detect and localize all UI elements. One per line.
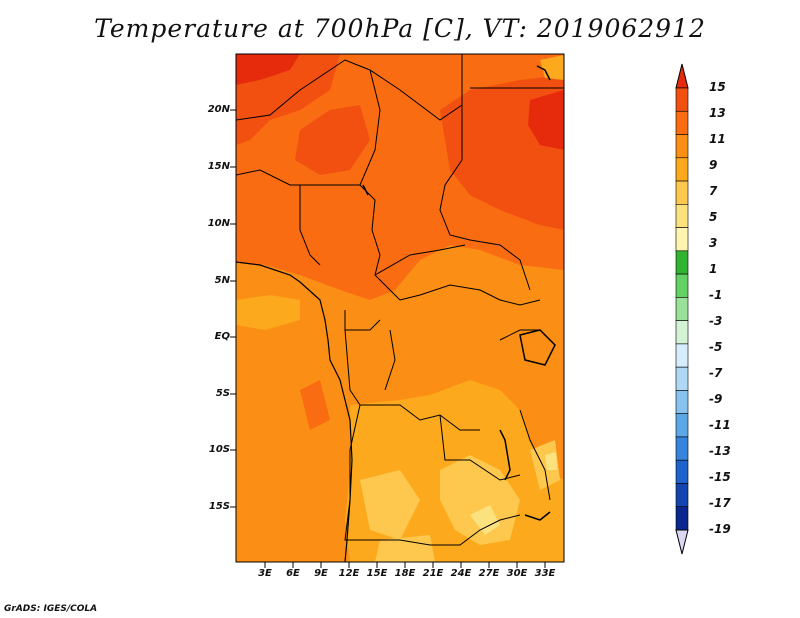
- colorbar-label: 3: [709, 236, 718, 250]
- colorbar-label: 1: [709, 262, 718, 276]
- colorbar-label: -17: [709, 496, 731, 510]
- lat-label-5s: 5S: [215, 388, 230, 399]
- temperature-field: [236, 54, 564, 562]
- colorbar-swatch: [675, 110, 689, 135]
- colorbar-label: -13: [709, 444, 731, 458]
- colorbar-label: 15: [709, 80, 726, 94]
- colorbar-label: 11: [709, 132, 726, 146]
- lon-label-3e: 3E: [258, 568, 272, 579]
- colorbar-label: 5: [709, 210, 718, 224]
- colorbar-label: -7: [709, 366, 723, 380]
- colorbar-swatch: [675, 157, 689, 182]
- colorbar-swatch: [675, 180, 689, 205]
- lon-label-33e: 33E: [534, 568, 556, 579]
- lat-label-10n: 10N: [207, 218, 230, 229]
- lat-label-15n: 15N: [207, 161, 230, 172]
- lon-label-27e: 27E: [478, 568, 500, 579]
- colorbar-swatch: [675, 297, 689, 321]
- colorbar-label: -15: [709, 470, 731, 484]
- colorbar-label: -11: [709, 418, 731, 432]
- lon-label-24e: 24E: [450, 568, 472, 579]
- colorbar-label: -19: [709, 522, 731, 536]
- axis-ticks: [230, 109, 546, 568]
- lat-label-20n: 20N: [207, 104, 230, 115]
- colorbar-label: 7: [709, 184, 718, 198]
- lakes: [362, 65, 556, 521]
- grads-credit: GrADS: IGES/COLA: [4, 604, 98, 614]
- colorbar: [675, 63, 689, 555]
- lat-label-10s: 10S: [208, 444, 230, 455]
- colorbar-swatch: [675, 436, 689, 461]
- map-title: Temperature at 700hPa [C], VT: 201906291…: [94, 14, 706, 43]
- colorbar-swatch: [675, 250, 689, 275]
- colorbar-swatch: [675, 204, 689, 228]
- lat-label-eq: EQ: [214, 331, 230, 342]
- map-frame: [235, 53, 565, 563]
- colorbar-swatch: [675, 413, 689, 438]
- colorbar-label: -5: [709, 340, 723, 354]
- lon-label-15e: 15E: [366, 568, 388, 579]
- colorbar-swatch: [675, 506, 689, 531]
- colorbar-label: 13: [709, 106, 726, 120]
- colorbar-swatch: [675, 87, 689, 112]
- colorbar-swatch: [675, 134, 689, 159]
- lat-label-15s: 15S: [208, 501, 230, 512]
- lon-label-18e: 18E: [394, 568, 416, 579]
- colorbar-swatch: [675, 366, 689, 391]
- colorbar-label: -1: [709, 288, 723, 302]
- colorbar-swatch: [675, 343, 689, 368]
- colorbar-label: 9: [709, 158, 718, 172]
- country-borders: [236, 54, 564, 546]
- colorbar-label: -3: [709, 314, 723, 328]
- lon-label-12e: 12E: [338, 568, 360, 579]
- colorbar-swatch: [675, 320, 689, 345]
- lon-label-21e: 21E: [422, 568, 444, 579]
- colorbar-swatch: [675, 273, 689, 298]
- coastline: [235, 261, 353, 563]
- lon-label-6e: 6E: [286, 568, 300, 579]
- colorbar-swatch: [675, 483, 689, 508]
- colorbar-arrow-bottom: [675, 529, 689, 555]
- colorbar-swatch: [675, 459, 689, 484]
- lon-label-9e: 9E: [314, 568, 328, 579]
- colorbar-label: -9: [709, 392, 723, 406]
- lon-label-30e: 30E: [506, 568, 528, 579]
- colorbar-arrow-top: [675, 63, 689, 89]
- colorbar-swatch: [675, 390, 689, 414]
- lat-label-5n: 5N: [214, 275, 230, 286]
- colorbar-swatch: [675, 227, 689, 252]
